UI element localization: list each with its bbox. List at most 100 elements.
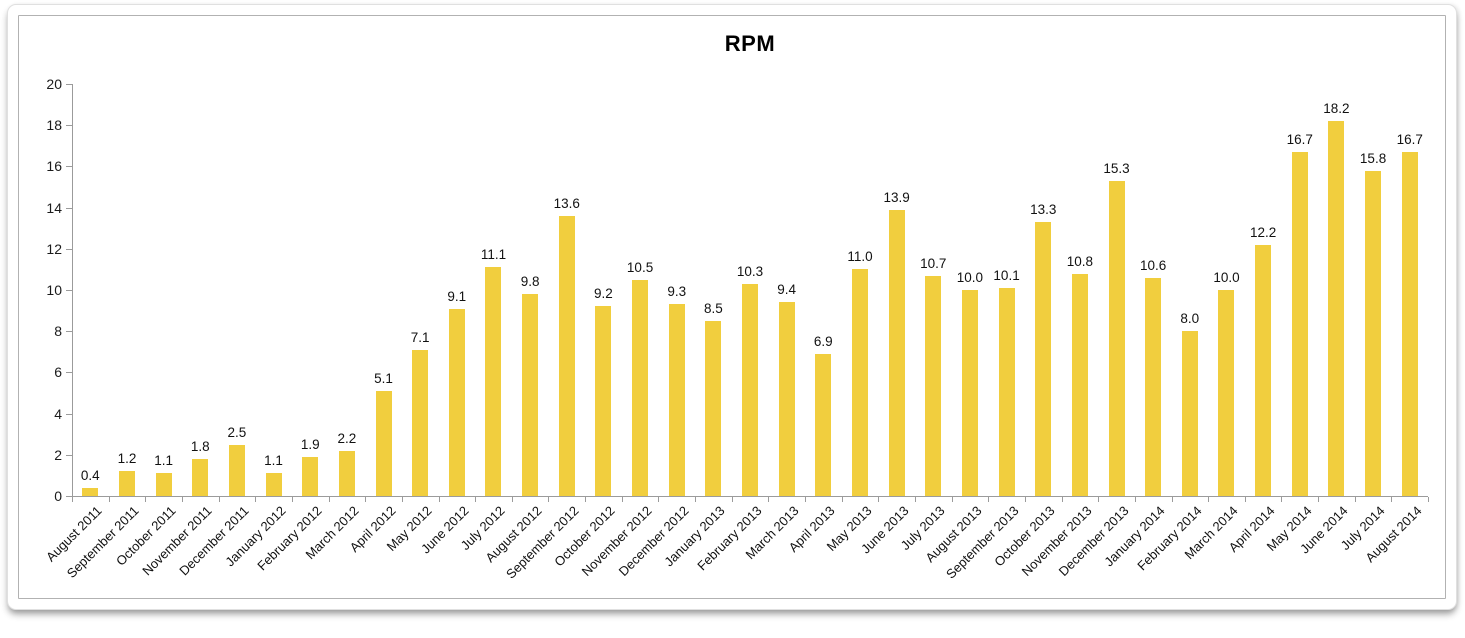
bar [558,215,575,496]
bar [925,275,942,496]
bar-value-label: 8.0 [1180,311,1200,327]
bar-value-label: 7.1 [410,329,430,345]
x-axis-tick [291,497,293,502]
y-axis-tick-label: 12 [46,240,62,257]
bar [1145,277,1162,496]
bar [302,456,319,496]
x-axis-tick [1024,497,1026,502]
bar-value-label: 5.1 [374,370,393,386]
bar [192,458,209,496]
bar [1291,151,1308,496]
x-axis-tick [841,497,843,502]
bar-value-label: 8.5 [703,300,723,316]
bar-value-label: 9.2 [594,286,613,302]
bar-value-label: 1.1 [154,453,174,469]
x-axis-tick [548,497,550,502]
bar-value-label: 1.1 [264,453,283,469]
bar [338,450,355,496]
bar-value-label: 11.1 [480,247,507,263]
y-axis-tick [66,372,72,374]
x-axis-tick [255,497,257,502]
x-axis-tick [72,497,73,502]
x-axis-tick [1171,497,1173,502]
bar [375,390,392,496]
y-axis-tick [66,413,72,415]
bar-value-label: 10.5 [626,259,654,275]
bar-value-label: 10.0 [956,270,984,285]
x-axis-tick [1354,497,1356,502]
bar-value-label: 0.4 [80,467,100,483]
bar-value-label: 2.2 [337,430,357,446]
bar [998,287,1015,496]
bar [595,306,612,496]
bar-value-label: 12.2 [1249,224,1277,240]
bar [851,269,868,496]
x-axis-tick [914,497,916,502]
bar [1181,331,1198,496]
y-axis-tick-label: 20 [46,76,62,92]
y-axis-tick [66,496,72,497]
y-axis-tick-label: 16 [46,158,62,175]
bar [888,209,905,496]
bar [1365,170,1382,496]
bar-value-label: 13.9 [883,189,910,205]
bar-value-label: 11.0 [847,249,873,265]
bar-value-label: 16.7 [1286,131,1313,147]
x-axis-tick [108,497,110,502]
y-axis-tick-label: 6 [54,364,62,381]
y-axis-tick-label: 10 [46,282,62,298]
x-axis-tick [585,497,587,502]
x-axis-tick [475,497,477,502]
bar [265,473,282,496]
x-axis-tick [1281,497,1283,502]
x-axis-line [72,496,1429,497]
bar [448,308,465,496]
bar [961,290,978,496]
bar-value-label: 15.8 [1359,150,1387,166]
y-axis-tick-label: 14 [46,199,62,216]
bar-value-label: 13.3 [1030,202,1057,218]
bar [778,302,795,496]
x-axis-tick [328,497,330,502]
bar [1218,290,1235,496]
bar-value-label: 10.0 [1213,270,1240,285]
chart-title: RPM [724,31,776,56]
x-axis-tick [1134,497,1136,502]
y-axis-tick [66,207,72,209]
x-axis-tick [695,497,697,502]
x-axis-tick [181,497,183,502]
bar [522,294,539,496]
bar [742,283,759,496]
bar-value-label: 9.1 [447,288,467,304]
y-axis-tick [66,290,72,291]
bar [228,444,245,496]
x-axis-tick [1208,497,1210,502]
x-axis-tick [731,497,733,502]
bar-value-label: 2.5 [227,424,247,440]
bar-value-label: 1.9 [300,436,320,452]
bar [412,349,429,496]
x-axis-tick [145,497,147,502]
x-axis-tick [1098,497,1100,502]
x-axis-tick [401,497,403,502]
y-axis-tick-label: 0 [54,488,62,504]
y-axis-line [72,84,73,497]
bar-value-label: 13.6 [553,195,580,211]
y-axis-tick [66,454,72,456]
bar-value-label: 10.1 [993,267,1020,283]
x-axis-tick [1061,497,1063,502]
x-axis-tick [1428,497,1430,502]
bar [1255,244,1272,496]
bar [705,320,722,496]
bar [632,279,649,496]
bar-value-label: 15.3 [1103,160,1130,176]
bar [1328,121,1345,496]
x-axis-tick [768,497,770,502]
bar-value-label: 10.6 [1140,257,1167,273]
bar [668,304,685,496]
bar [485,267,502,496]
bar [1035,222,1052,496]
y-axis-tick [66,248,72,250]
bar [815,353,832,496]
